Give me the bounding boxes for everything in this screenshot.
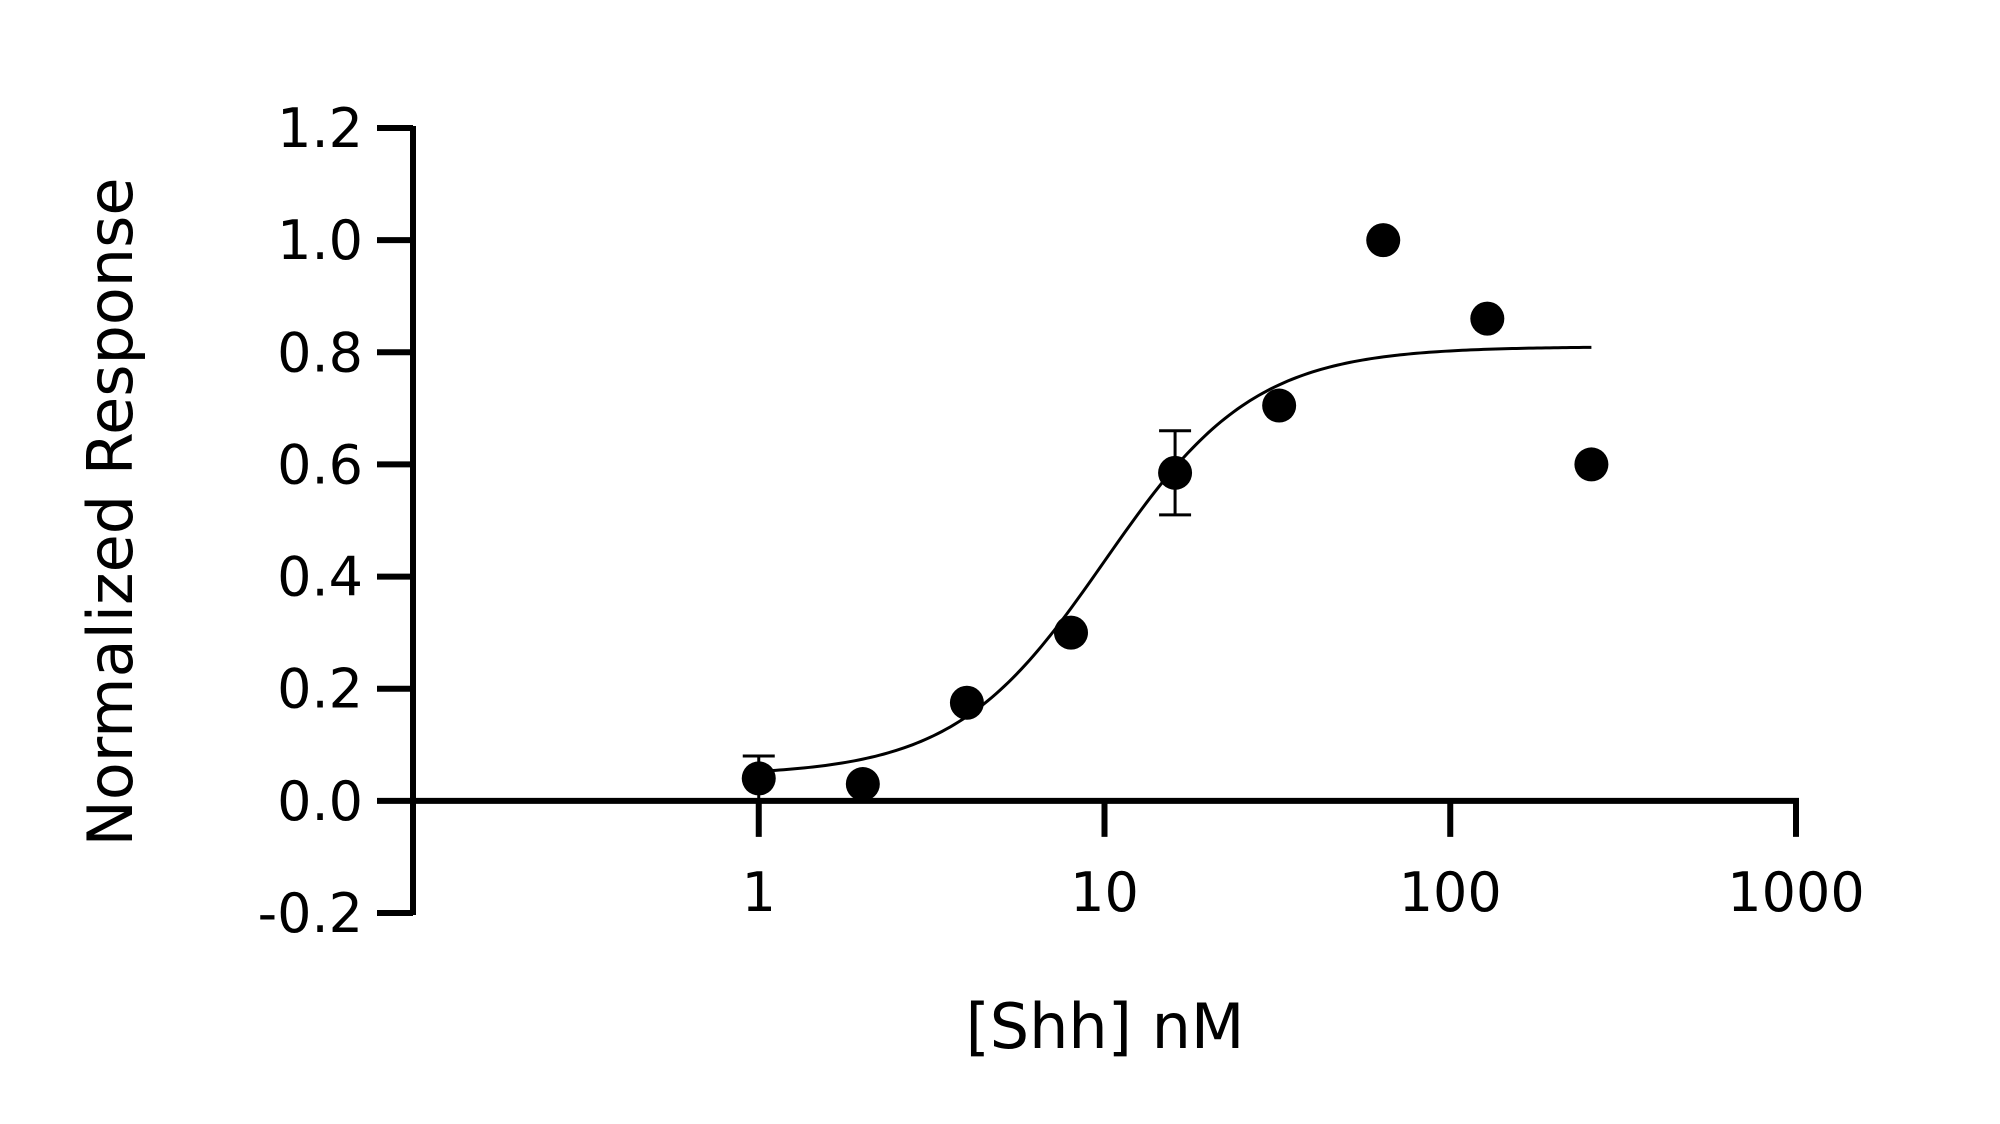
data-point: [1053, 615, 1088, 650]
y-tick-label: 1.2: [277, 97, 363, 160]
data-points-layer: [741, 223, 1609, 803]
data-point: [741, 761, 776, 796]
y-tick-label: 0.4: [277, 546, 363, 609]
x-tick-label: 100: [1399, 861, 1502, 924]
data-point: [845, 767, 880, 802]
data-point: [1574, 447, 1609, 482]
data-point: [949, 685, 984, 720]
data-point: [1470, 301, 1505, 336]
y-tick-label: 1.0: [277, 209, 363, 272]
x-tick-label: 1000: [1727, 861, 1864, 924]
x-tick-label: 1: [742, 861, 776, 924]
x-tick-label: 10: [1070, 861, 1139, 924]
y-tick-label: 0.8: [277, 321, 363, 384]
fit-curve-layer: [758, 345, 1592, 773]
data-point: [1158, 455, 1193, 490]
fit-curve: [758, 345, 1592, 773]
y-tick-label: 0.2: [277, 658, 363, 721]
y-tick-label: 0.6: [277, 433, 363, 496]
axes: 1.2 1.0 0.8 0.6 0.4 0.2 0.0 -0.2 1 10 100 1000: [258, 97, 1865, 945]
x-axis-title: [Shh] nM: [966, 990, 1245, 1063]
data-point: [1366, 223, 1401, 258]
y-axis-title: Normalized Response: [74, 177, 147, 846]
y-tick-label: 0.0: [277, 770, 363, 833]
data-point: [1262, 388, 1297, 423]
y-tick-label: -0.2: [258, 882, 363, 945]
